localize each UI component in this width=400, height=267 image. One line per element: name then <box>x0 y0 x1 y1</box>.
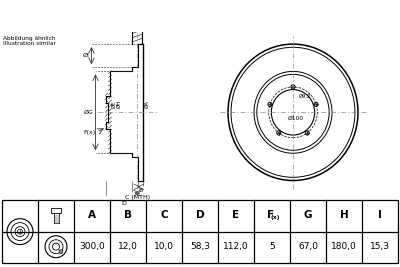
Text: Ø9,2: Ø9,2 <box>299 93 312 98</box>
Text: ØG: ØG <box>84 110 94 115</box>
Text: F(x): F(x) <box>83 130 96 135</box>
Text: B: B <box>124 210 132 220</box>
Text: Ø100: Ø100 <box>288 115 304 120</box>
Text: ØE: ØE <box>112 100 116 108</box>
Text: 24.0112-0183.1: 24.0112-0183.1 <box>81 8 215 23</box>
Text: A: A <box>88 210 96 220</box>
Text: I: I <box>378 210 382 220</box>
Circle shape <box>59 250 63 254</box>
Text: G: G <box>304 210 312 220</box>
Text: Abbildung ähnlich: Abbildung ähnlich <box>3 36 56 41</box>
Text: 300,0: 300,0 <box>79 242 105 251</box>
Text: ØA: ØA <box>145 100 150 108</box>
Text: D: D <box>122 201 127 206</box>
Text: B: B <box>138 189 142 193</box>
Text: 67,0: 67,0 <box>298 242 318 251</box>
Text: Illustration similar: Illustration similar <box>3 41 56 46</box>
Text: C (MTH): C (MTH) <box>125 195 150 200</box>
Text: 10,0: 10,0 <box>154 242 174 251</box>
Text: 58,3: 58,3 <box>190 242 210 251</box>
Text: (x): (x) <box>270 215 280 220</box>
Text: 15,3: 15,3 <box>370 242 390 251</box>
Text: 112,0: 112,0 <box>223 242 249 251</box>
Text: C: C <box>160 210 168 220</box>
Text: D: D <box>196 210 204 220</box>
Text: 12,0: 12,0 <box>118 242 138 251</box>
Text: E: E <box>232 210 240 220</box>
Text: 412183: 412183 <box>256 8 320 23</box>
Text: 180,0: 180,0 <box>331 242 357 251</box>
Text: ØH: ØH <box>116 100 122 108</box>
Text: ØI: ØI <box>83 53 90 58</box>
Text: H: H <box>340 210 348 220</box>
Text: F: F <box>268 210 274 220</box>
Bar <box>2 200 398 263</box>
Bar <box>51 208 61 213</box>
Text: 5: 5 <box>269 242 275 251</box>
